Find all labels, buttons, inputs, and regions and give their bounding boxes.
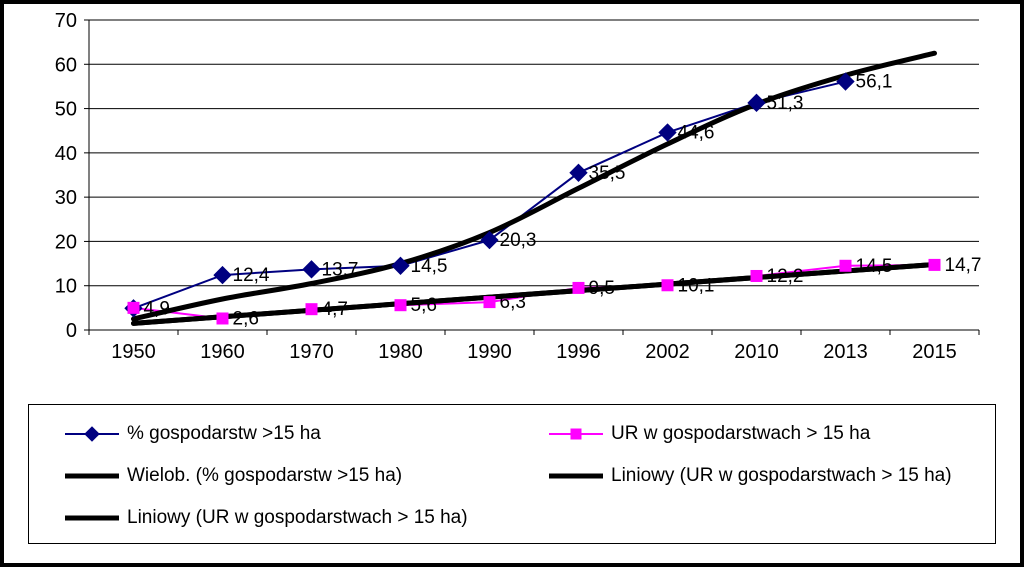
legend-symbol — [65, 466, 119, 486]
svg-text:5,6: 5,6 — [411, 295, 437, 316]
svg-text:20,3: 20,3 — [500, 230, 537, 251]
legend-item: Liniowy (UR w gospodarstwach > 15 ha) — [65, 507, 468, 529]
svg-text:2013: 2013 — [823, 341, 868, 363]
svg-text:12,4: 12,4 — [233, 265, 270, 286]
svg-text:44,6: 44,6 — [678, 122, 715, 143]
chart-plot: 0 10 20 30 40 50 60 70 1950 1960 1970 1980 1990 1996 2… — [4, 4, 1020, 399]
svg-text:0: 0 — [66, 320, 77, 342]
legend-symbol — [549, 424, 603, 444]
square-marker-icon — [571, 429, 582, 440]
svg-text:14,5: 14,5 — [856, 256, 893, 277]
svg-text:50: 50 — [55, 99, 77, 121]
svg-text:56,1: 56,1 — [856, 72, 893, 93]
svg-text:35,5: 35,5 — [589, 163, 626, 184]
svg-text:14,5: 14,5 — [411, 256, 448, 277]
svg-text:10,1: 10,1 — [678, 275, 715, 296]
svg-text:14,7: 14,7 — [945, 255, 982, 276]
svg-text:40: 40 — [55, 143, 77, 165]
legend-item: UR w gospodarstwach > 15 ha — [549, 423, 870, 445]
legend-symbol — [65, 508, 119, 528]
svg-text:13,7: 13,7 — [322, 259, 359, 280]
svg-text:51,3: 51,3 — [767, 93, 804, 114]
svg-text:1990: 1990 — [467, 341, 512, 363]
legend-symbol — [549, 466, 603, 486]
svg-text:4,7: 4,7 — [322, 299, 348, 320]
svg-text:1960: 1960 — [200, 341, 245, 363]
svg-text:60: 60 — [55, 54, 77, 76]
svg-text:70: 70 — [55, 10, 77, 32]
svg-text:2010: 2010 — [734, 341, 779, 363]
legend-symbol — [65, 424, 119, 444]
svg-text:1950: 1950 — [111, 341, 156, 363]
diamond-marker-icon — [84, 426, 100, 442]
legend-label: Liniowy (UR w gospodarstwach > 15 ha) — [127, 507, 468, 529]
legend-label: Wielob. (% gospodarstw >15 ha) — [127, 465, 402, 487]
legend-label: Liniowy (UR w gospodarstwach > 15 ha) — [611, 465, 952, 487]
svg-text:2,6: 2,6 — [233, 308, 259, 329]
svg-text:2002: 2002 — [645, 341, 690, 363]
legend: % gospodarstw >15 ha UR w gospodarstwach … — [28, 404, 996, 544]
svg-text:10: 10 — [55, 276, 77, 298]
svg-text:6,3: 6,3 — [500, 292, 526, 313]
svg-text:1980: 1980 — [378, 341, 423, 363]
svg-text:20: 20 — [55, 231, 77, 253]
svg-text:12,2: 12,2 — [767, 266, 804, 287]
svg-text:1970: 1970 — [289, 341, 334, 363]
legend-item: Liniowy (UR w gospodarstwach > 15 ha) — [549, 465, 952, 487]
legend-item: % gospodarstw >15 ha — [65, 423, 321, 445]
svg-text:1996: 1996 — [556, 341, 601, 363]
legend-label: UR w gospodarstwach > 15 ha — [611, 423, 870, 445]
legend-label: % gospodarstw >15 ha — [127, 423, 321, 445]
svg-text:2015: 2015 — [912, 341, 957, 363]
legend-item: Wielob. (% gospodarstw >15 ha) — [65, 465, 402, 487]
svg-text:30: 30 — [55, 187, 77, 209]
svg-text:4,9: 4,9 — [144, 298, 170, 319]
chart-frame: 0 10 20 30 40 50 60 70 1950 1960 1970 1980 1990 1996 2… — [0, 0, 1024, 567]
svg-text:9,5: 9,5 — [589, 278, 615, 299]
